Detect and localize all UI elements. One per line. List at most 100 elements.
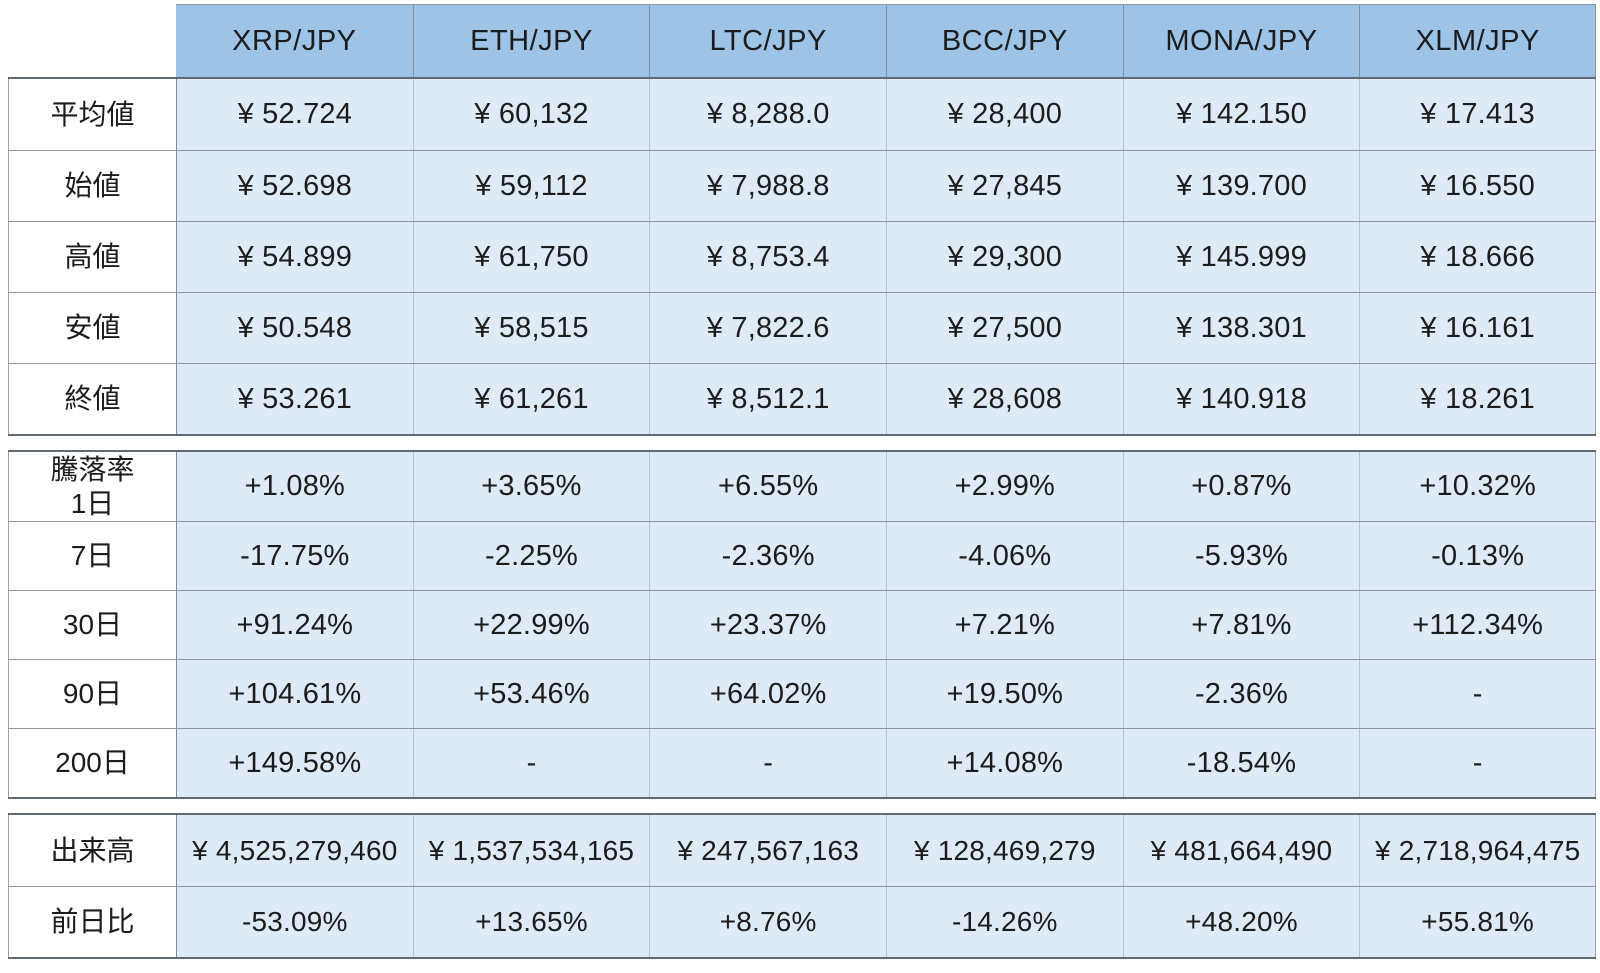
section-volume: 出来高 ¥ 4,525,279,460 ¥ 1,537,534,165 ¥ 247,5… <box>8 813 1596 959</box>
crypto-price-comparison-table: XRP/JPY ETH/JPY LTC/JPY BCC/JPY MONA/JPY XLM/… <box>8 4 1596 959</box>
table-cell: +2.99% <box>886 452 1123 521</box>
table-cell: -14.26% <box>886 887 1123 957</box>
table-cell: +7.81% <box>1122 591 1360 659</box>
row-label: 90日 <box>8 660 176 728</box>
table-cell: +64.02% <box>649 660 886 728</box>
table-cell: -17.75% <box>176 522 413 590</box>
row-label: 200日 <box>8 729 176 797</box>
table-cell: ¥ 2,718,964,475 <box>1359 815 1596 886</box>
table-cell: ¥ 481,664,490 <box>1122 815 1360 886</box>
table-cell: +13.65% <box>412 887 650 957</box>
table-cell: ¥ 247,567,163 <box>649 815 886 886</box>
table-cell: -4.06% <box>886 522 1123 590</box>
table-cell: ¥ 52.698 <box>176 151 413 221</box>
table-row: 始値 ¥ 52.698 ¥ 59,112 ¥ 7,988.8 ¥ 27,845 ¥ 139… <box>8 150 1596 221</box>
table-cell: ¥ 8,512.1 <box>649 364 886 434</box>
table-cell: ¥ 8,288.0 <box>649 79 886 150</box>
row-label: 平均値 <box>8 79 176 150</box>
table-cell: -2.25% <box>412 522 650 590</box>
table-cell: ¥ 7,988.8 <box>649 151 886 221</box>
column-header-mona-jpy: MONA/JPY <box>1122 4 1360 77</box>
table-cell: ¥ 27,500 <box>886 293 1123 363</box>
table-cell: +14.08% <box>886 729 1123 797</box>
table-cell: ¥ 60,132 <box>412 79 650 150</box>
row-label: 出来高 <box>8 815 176 886</box>
column-header-xlm-jpy: XLM/JPY <box>1359 4 1596 77</box>
table-cell: ¥ 128,469,279 <box>886 815 1123 886</box>
row-label: 安値 <box>8 293 176 363</box>
table-cell: +8.76% <box>649 887 886 957</box>
table-cell: +53.46% <box>412 660 650 728</box>
table-row: 30日 +91.24% +22.99% +23.37% +7.21% +7.81% +112… <box>8 590 1596 659</box>
table-cell: ¥ 52.724 <box>176 79 413 150</box>
table-cell: - <box>412 729 650 797</box>
table-row: 高値 ¥ 54.899 ¥ 61,750 ¥ 8,753.4 ¥ 29,300 ¥ 145… <box>8 221 1596 292</box>
section-gap <box>8 799 1596 813</box>
table-cell: ¥ 16.550 <box>1359 151 1596 221</box>
table-cell: ¥ 18.666 <box>1359 222 1596 292</box>
table-cell: ¥ 1,537,534,165 <box>412 815 650 886</box>
table-cell: ¥ 59,112 <box>412 151 650 221</box>
section-gap <box>8 436 1596 450</box>
table-cell: ¥ 8,753.4 <box>649 222 886 292</box>
table-cell: ¥ 50.548 <box>176 293 413 363</box>
table-cell: +7.21% <box>886 591 1123 659</box>
column-header-xrp-jpy: XRP/JPY <box>176 4 413 77</box>
table-cell: -53.09% <box>176 887 413 957</box>
row-label: 騰落率 1日 <box>8 452 176 521</box>
section-change-rates: 騰落率 1日 +1.08% +3.65% +6.55% +2.99% +0.87% +10.… <box>8 450 1596 799</box>
row-label: 始値 <box>8 151 176 221</box>
table-cell: +22.99% <box>412 591 650 659</box>
table-cell: ¥ 16.161 <box>1359 293 1596 363</box>
table-cell: ¥ 139.700 <box>1122 151 1360 221</box>
row-label: 7日 <box>8 522 176 590</box>
table-cell: ¥ 28,400 <box>886 79 1123 150</box>
table-cell: ¥ 4,525,279,460 <box>176 815 413 886</box>
table-cell: ¥ 54.899 <box>176 222 413 292</box>
table-row: 7日 -17.75% -2.25% -2.36% -4.06% -5.93% -0.13% <box>8 521 1596 590</box>
table-row: 終値 ¥ 53.261 ¥ 61,261 ¥ 8,512.1 ¥ 28,608 ¥ 140… <box>8 363 1596 434</box>
table-cell: +6.55% <box>649 452 886 521</box>
table-cell: -2.36% <box>649 522 886 590</box>
table-cell: ¥ 27,845 <box>886 151 1123 221</box>
table-row: 出来高 ¥ 4,525,279,460 ¥ 1,537,534,165 ¥ 247,5… <box>8 815 1596 886</box>
table-cell: +23.37% <box>649 591 886 659</box>
table-row: 平均値 ¥ 52.724 ¥ 60,132 ¥ 8,288.0 ¥ 28,400 ¥ 14… <box>8 79 1596 150</box>
table-cell: +10.32% <box>1359 452 1596 521</box>
table-cell: +48.20% <box>1122 887 1360 957</box>
row-label: 終値 <box>8 364 176 434</box>
table-cell: +19.50% <box>886 660 1123 728</box>
table-cell: -0.13% <box>1359 522 1596 590</box>
table-cell: -5.93% <box>1122 522 1360 590</box>
table-cell: -18.54% <box>1122 729 1360 797</box>
table-cell: ¥ 17.413 <box>1359 79 1596 150</box>
row-label: 30日 <box>8 591 176 659</box>
table-row: 90日 +104.61% +53.46% +64.02% +19.50% -2.36% - <box>8 659 1596 728</box>
table-cell: ¥ 29,300 <box>886 222 1123 292</box>
column-header-eth-jpy: ETH/JPY <box>412 4 650 77</box>
table-cell: -2.36% <box>1122 660 1360 728</box>
table-cell: +91.24% <box>176 591 413 659</box>
header-corner-spacer <box>8 4 176 77</box>
table-cell: ¥ 58,515 <box>412 293 650 363</box>
table-row: 騰落率 1日 +1.08% +3.65% +6.55% +2.99% +0.87% +10.… <box>8 452 1596 521</box>
row-label: 前日比 <box>8 887 176 957</box>
table-cell: ¥ 28,608 <box>886 364 1123 434</box>
table-row: 安値 ¥ 50.548 ¥ 58,515 ¥ 7,822.6 ¥ 27,500 ¥ 138… <box>8 292 1596 363</box>
table-cell: ¥ 53.261 <box>176 364 413 434</box>
column-header-bcc-jpy: BCC/JPY <box>886 4 1123 77</box>
table-header-row: XRP/JPY ETH/JPY LTC/JPY BCC/JPY MONA/JPY XLM/… <box>8 4 1596 77</box>
table-cell: ¥ 61,261 <box>412 364 650 434</box>
table-cell: ¥ 145.999 <box>1122 222 1360 292</box>
column-header-ltc-jpy: LTC/JPY <box>649 4 886 77</box>
table-cell: - <box>1359 729 1596 797</box>
table-cell: - <box>1359 660 1596 728</box>
table-cell: +0.87% <box>1122 452 1360 521</box>
table-cell: ¥ 61,750 <box>412 222 650 292</box>
table-cell: +1.08% <box>176 452 413 521</box>
table-cell: ¥ 138.301 <box>1122 293 1360 363</box>
table-row: 前日比 -53.09% +13.65% +8.76% -14.26% +48.20% +55… <box>8 886 1596 957</box>
table-cell: +112.34% <box>1359 591 1596 659</box>
table-cell: +149.58% <box>176 729 413 797</box>
table-cell: - <box>649 729 886 797</box>
